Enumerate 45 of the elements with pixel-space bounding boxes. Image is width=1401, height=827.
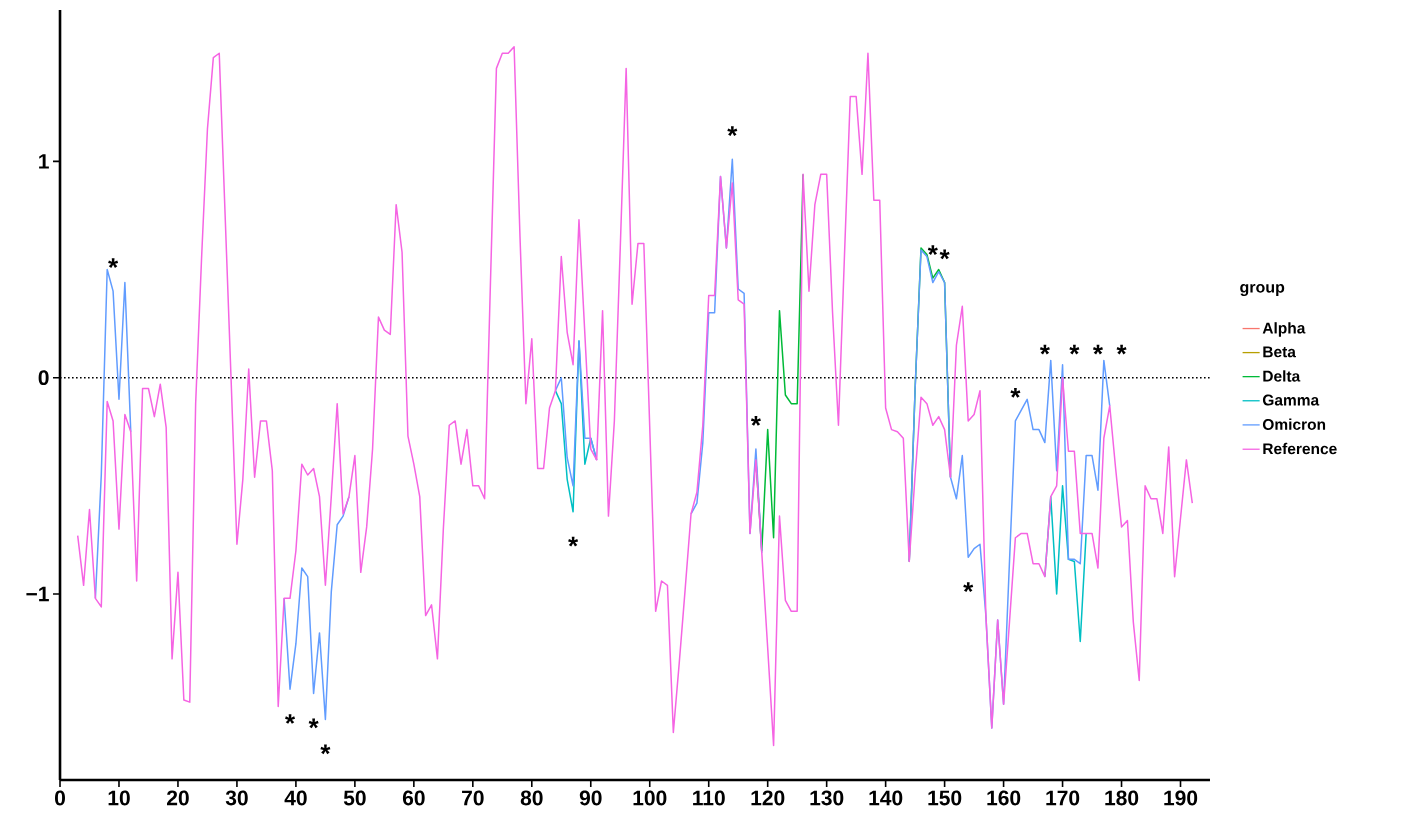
x-tick-label: 190 [1164,790,1198,806]
x-tick-label: 20 [167,790,189,806]
x-tick-label: 30 [225,790,248,806]
y-tick-label: 1 [39,154,49,169]
x-tick-label: 180 [1105,790,1139,806]
x-tick-label: 120 [751,790,785,806]
annotation: * [308,718,319,729]
x-tick-label: 130 [810,790,844,806]
x-tick-label: 70 [462,790,484,806]
annotation: * [1039,344,1050,355]
annotation: * [750,416,761,426]
x-tick-label: 110 [693,790,725,806]
annotation: * [727,126,738,136]
x-tick-label: 60 [402,790,425,806]
annotation: * [1069,344,1080,355]
legend-label: Reference [1263,442,1337,455]
x-tick-label: 10 [108,790,130,806]
x-tick-label: 0 [55,790,65,806]
x-tick-label: 170 [1046,790,1080,806]
annotation: * [568,536,579,547]
x-tick-label: 80 [520,790,543,806]
legend-title: group [1240,283,1285,296]
x-tick-label: 90 [579,790,602,806]
annotation: * [1092,344,1103,355]
y-tick-label: −1 [26,586,49,602]
x-tick-label: 150 [928,790,962,806]
annotation: * [927,245,938,255]
annotation: * [939,249,950,260]
annotation: * [963,582,974,592]
x-tick-label: 40 [284,790,307,806]
legend-label: Delta [1263,370,1301,382]
annotation: * [108,258,119,268]
x-tick-label: 160 [987,790,1021,806]
annotation: * [1010,387,1021,398]
legend-label: Omicron [1262,418,1326,430]
x-tick-label: 50 [343,790,366,806]
x-tick-label: 140 [869,790,903,806]
y-tick-label: 0 [38,370,49,386]
legend-label: Beta [1263,346,1296,358]
annotation: * [1116,344,1127,355]
legend-label: Gamma [1262,394,1320,406]
annotation: * [320,744,331,755]
legend-label: Alpha [1262,322,1306,337]
x-tick-label: 100 [633,790,667,806]
annotation: * [285,714,296,724]
